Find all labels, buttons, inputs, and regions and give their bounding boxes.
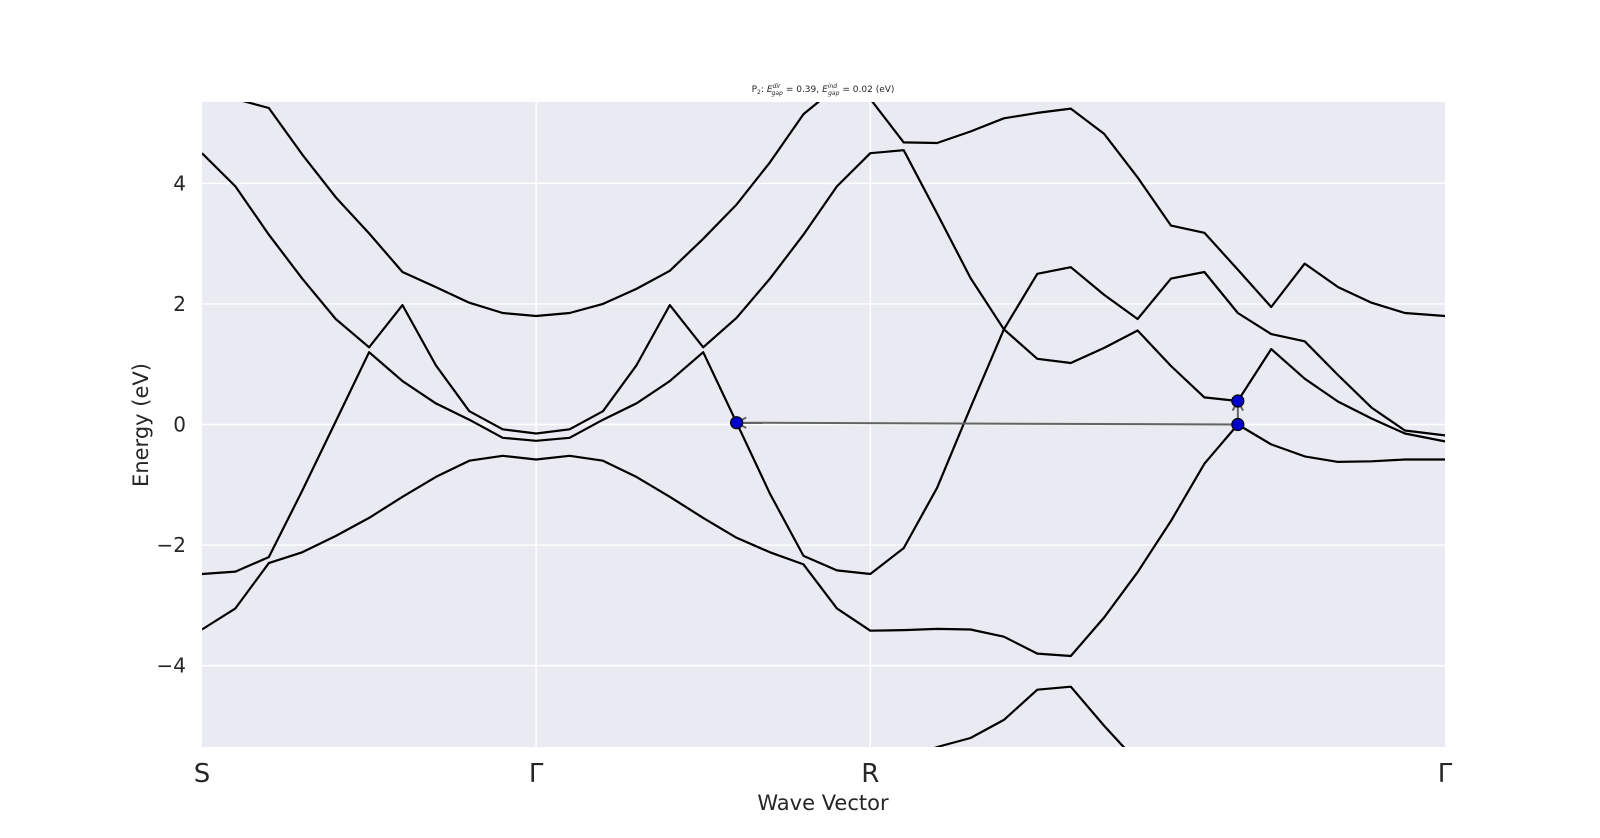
title-ind-sub: gap <box>828 90 839 97</box>
title-e-ind: E <box>822 85 828 95</box>
title-prefix-sub: 2 <box>757 89 761 96</box>
title-colon: : <box>761 85 764 95</box>
x-axis-label: Wave Vector <box>757 791 889 815</box>
y-tick-label-0: 4 <box>173 171 186 195</box>
band-line-3 <box>202 266 1445 576</box>
title-dir-sub: gap <box>772 90 783 97</box>
title-e-dir: E <box>767 85 773 95</box>
x-tick-label-0: S <box>194 759 211 789</box>
x-tick-label-3: Γ <box>1438 759 1453 789</box>
x-tick-label-1: Γ <box>529 759 544 789</box>
title-dir-value: = 0.39, <box>786 85 819 95</box>
y-tick-label-3: −2 <box>157 533 186 557</box>
band-edge-markers <box>730 394 1245 432</box>
title-ind-label: ind <box>828 83 837 90</box>
y-tick-label-2: 0 <box>173 413 186 437</box>
x-tick-label-2: R <box>861 759 879 789</box>
y-tick-label-4: −4 <box>157 654 186 678</box>
y-tick-label-1: 2 <box>173 292 186 316</box>
title-dir-label: dir <box>773 83 781 90</box>
band-line-2 <box>202 423 1445 658</box>
title-prefix: P <box>752 85 758 95</box>
y-axis-label: Energy (eV) <box>129 363 153 487</box>
grid <box>202 102 1445 747</box>
band-line-5 <box>242 102 1445 318</box>
marker-cbm-right <box>1231 394 1245 408</box>
marker-vbm-left <box>730 416 744 430</box>
chart-title: P2: Edir gap = 0.39, Eind gap = 0.02 (eV) <box>752 83 895 97</box>
y-ticks: 4 2 0 −2 −4 <box>157 171 186 677</box>
marker-vbm-right <box>1231 417 1245 432</box>
title-ind-value: = 0.02 (eV) <box>842 85 894 95</box>
